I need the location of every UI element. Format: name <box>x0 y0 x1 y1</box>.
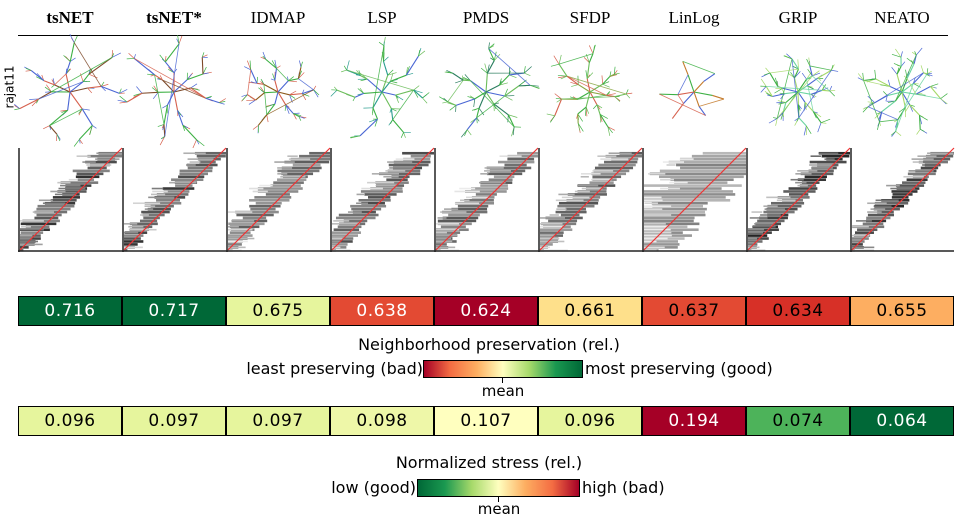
np-cell-tsnet-star: 0.717 <box>122 296 226 326</box>
layout-drawing-pmds <box>439 42 540 138</box>
np-cell-grip: 0.634 <box>746 296 850 326</box>
ns-title: Normalized stress (rel.) <box>395 453 583 472</box>
ns-cell-linlog: 0.194 <box>642 406 746 436</box>
ns-cell-lsp: 0.098 <box>330 406 434 436</box>
method-label-tsnet: tsNET <box>46 8 94 27</box>
layout-drawing-sfdp <box>546 44 633 136</box>
np-cell-linlog: 0.637 <box>642 296 746 326</box>
method-label-linlog: LinLog <box>668 8 720 27</box>
np-cell-idmap: 0.675 <box>226 296 330 326</box>
np-cell-pmds: 0.624 <box>434 296 538 326</box>
ns-mean-tick <box>498 497 499 502</box>
method-label-neato: NEATO <box>874 8 930 27</box>
np-cell-lsp: 0.638 <box>330 296 434 326</box>
shepard-diagram-pmds <box>434 147 539 252</box>
np-cell-neato: 0.655 <box>850 296 954 326</box>
np-cell-tsnet: 0.716 <box>18 296 122 326</box>
method-label-pmds: PMDS <box>462 8 510 27</box>
np-title: Neighborhood preservation (rel.) <box>358 335 620 354</box>
layout-drawing-neato <box>857 47 948 137</box>
layout-drawing-grip <box>760 53 839 136</box>
ns-cell-neato: 0.064 <box>850 406 954 436</box>
layout-drawing-tsnet <box>14 34 128 147</box>
layout-drawing-idmap <box>241 51 320 134</box>
ns-cell-tsnet-star: 0.097 <box>122 406 226 436</box>
ns-cell-idmap: 0.097 <box>226 406 330 436</box>
method-label-idmap: IDMAP <box>250 8 306 27</box>
ns-mean-label: mean <box>477 500 521 518</box>
shepard-diagram-tsnet-star <box>122 147 227 252</box>
method-label-lsp: LSP <box>367 8 397 27</box>
shepard-diagram-linlog <box>642 147 747 252</box>
shepard-diagram-tsnet <box>18 147 124 252</box>
shepard-diagram-idmap <box>226 147 331 252</box>
ns-colorbar <box>417 479 580 497</box>
layout-drawing-lsp <box>330 36 430 139</box>
ns-legend-right-label: high (bad) <box>582 478 665 497</box>
shepard-diagram-sfdp <box>538 147 643 252</box>
header-rule <box>18 35 948 36</box>
dataset-row-label: rajat11 <box>2 65 17 109</box>
np-legend-right-label: most preserving (good) <box>585 359 773 378</box>
ns-legend-left-label: low (good) <box>331 478 416 497</box>
ns-cell-grip: 0.074 <box>746 406 850 436</box>
method-label-sfdp: SFDP <box>569 8 611 27</box>
shepard-diagram-neato <box>850 147 955 252</box>
layout-drawing-linlog <box>659 61 725 119</box>
layout-drawing-tsnet-star <box>117 35 227 149</box>
ns-cell-pmds: 0.107 <box>434 406 538 436</box>
shepard-diagram-lsp <box>330 147 435 252</box>
ns-cell-tsnet: 0.096 <box>18 406 122 436</box>
np-legend-left-label: least preserving (bad) <box>246 359 423 378</box>
method-label-grip: GRIP <box>778 8 818 27</box>
shepard-diagram-grip <box>746 147 851 252</box>
ns-cell-sfdp: 0.096 <box>538 406 642 436</box>
method-label-tsnet-star: tsNET* <box>146 8 202 27</box>
np-mean-tick <box>502 378 503 383</box>
np-cell-sfdp: 0.661 <box>538 296 642 326</box>
np-mean-label: mean <box>481 382 525 400</box>
np-colorbar <box>423 360 583 378</box>
